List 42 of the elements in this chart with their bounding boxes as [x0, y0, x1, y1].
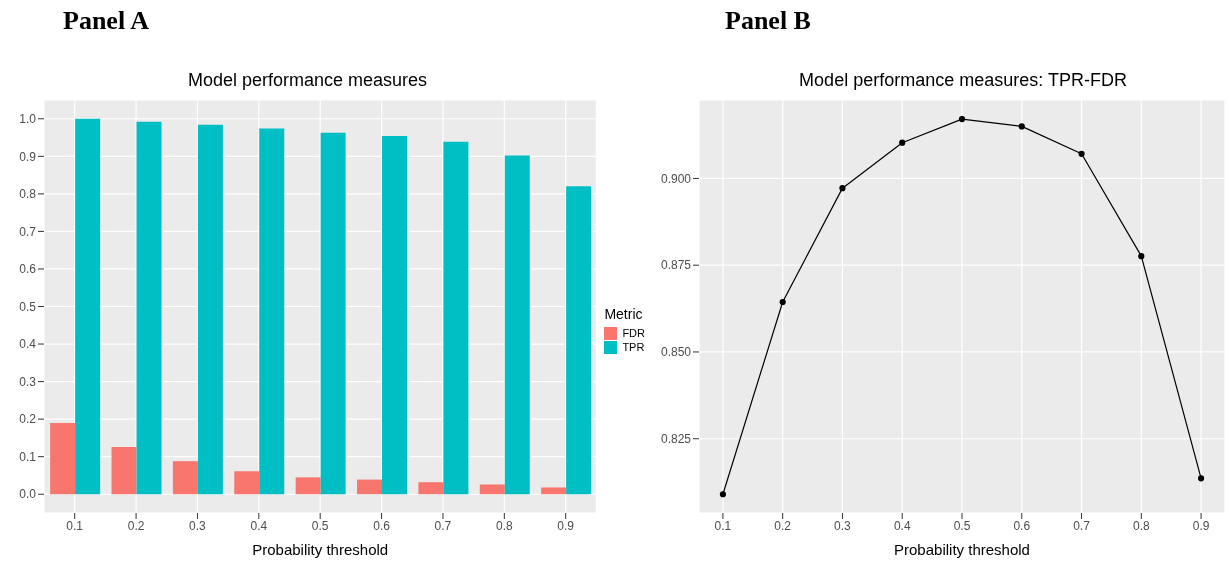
y-tick-label: 0.7 [19, 224, 37, 239]
chart-title: Model performance measures: TPR-FDR [798, 70, 1128, 91]
x-tick-label: 0.9 [557, 518, 575, 533]
y-tick-label: 0.900 [660, 171, 692, 186]
x-tick-label: 0.8 [1132, 518, 1150, 533]
x-tick-label: 0.3 [834, 518, 852, 533]
y-tick-label: 0.875 [660, 258, 692, 273]
y-tick-label: 0.5 [19, 299, 37, 314]
x-axis-title: Probability threshold [252, 541, 389, 558]
x-tick-label: 0.9 [1192, 518, 1210, 533]
y-tick-label: 0.3 [19, 374, 37, 389]
y-tick-label: 1.0 [19, 112, 37, 127]
x-tick-label: 0.7 [434, 518, 452, 533]
legend-title: Metric [604, 306, 644, 322]
x-tick-label: 0.2 [774, 518, 792, 533]
x-tick-label: 0.4 [250, 518, 268, 533]
legend-label: TPR [621, 340, 645, 354]
x-tick-label: 0.8 [495, 518, 513, 533]
x-tick-label: 0.5 [311, 518, 329, 533]
chart-title: Model performance measures [186, 70, 429, 91]
y-tick-label: 0.850 [660, 345, 692, 360]
x-tick-label: 0.6 [1013, 518, 1031, 533]
x-axis-title: Probability threshold [894, 541, 1030, 558]
x-tick-label: 0.4 [893, 518, 911, 533]
y-tick-label: 0.4 [19, 337, 37, 352]
y-tick-label: 0.825 [660, 431, 692, 446]
y-tick-label: 0.2 [19, 412, 37, 427]
x-tick-label: 0.1 [714, 518, 732, 533]
legend-label: FDR [621, 326, 645, 340]
x-tick-label: 0.6 [373, 518, 391, 533]
y-tick-label: 0.1 [19, 449, 37, 464]
text: Panel B [725, 6, 811, 36]
text: Panel A [63, 6, 149, 36]
x-tick-label: 0.7 [1073, 518, 1091, 533]
y-tick-label: 0.6 [19, 262, 37, 277]
y-tick-label: 0.9 [19, 149, 37, 164]
x-tick-label: 0.1 [66, 518, 84, 533]
x-tick-label: 0.3 [189, 518, 207, 533]
x-tick-label: 0.2 [127, 518, 145, 533]
x-tick-label: 0.5 [953, 518, 971, 533]
y-tick-label: 0.0 [19, 487, 37, 502]
y-tick-label: 0.8 [19, 187, 37, 202]
